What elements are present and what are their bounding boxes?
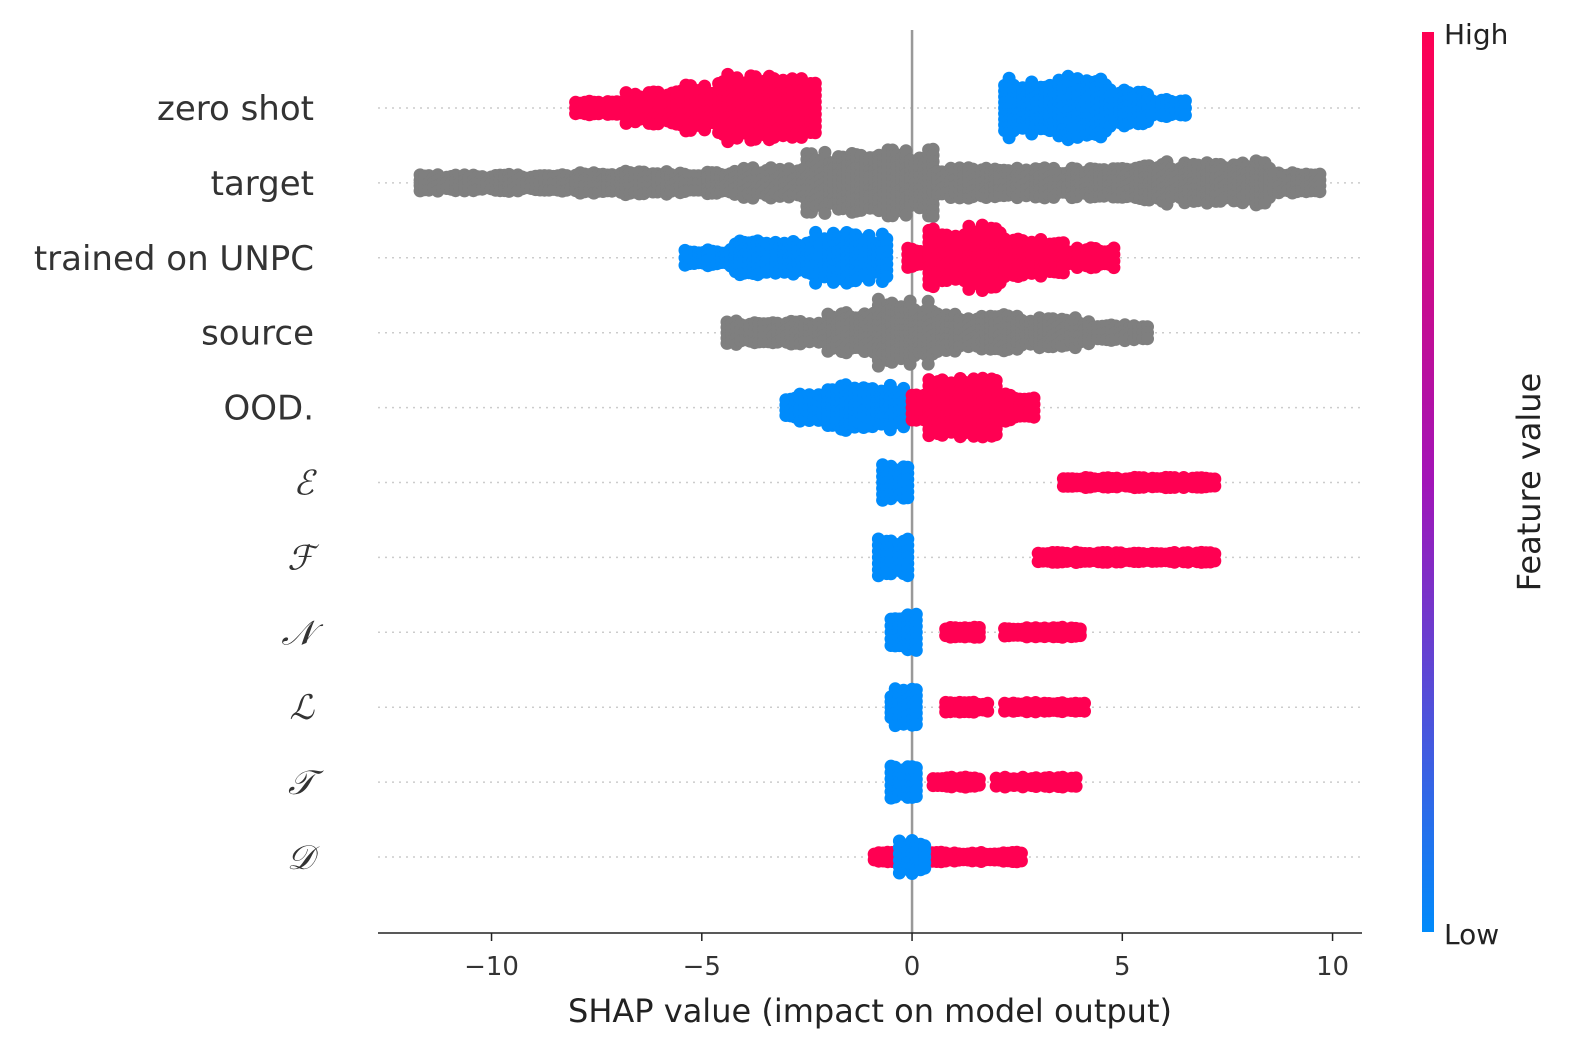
x-axis-ticks: −10 −5 0 5 10 [464, 933, 1349, 982]
shap-point [1069, 779, 1083, 793]
x-axis-title: SHAP value (impact on model output) [568, 992, 1172, 1030]
feature-label: OOD. [223, 389, 314, 429]
shap-point [1073, 629, 1087, 643]
shap-point [1107, 261, 1121, 275]
shap-point [1141, 332, 1154, 346]
colorbar-high-label: High [1444, 18, 1508, 51]
feature-label: 𝒟 [287, 838, 320, 878]
feature-label: ℒ [290, 688, 316, 728]
shap-point [909, 790, 923, 803]
shap-point [926, 210, 940, 223]
shap-point [901, 569, 915, 583]
x-tick-label: 10 [1316, 952, 1349, 982]
feature-label: zero shot [157, 89, 314, 129]
shap-points [413, 67, 1327, 880]
shap-point [1208, 479, 1222, 493]
shap-point [1014, 854, 1028, 868]
shap-point [901, 491, 915, 505]
x-tick-label: 0 [904, 952, 921, 982]
shap-point [921, 357, 935, 371]
shap-point [1178, 108, 1192, 122]
shap-point [880, 270, 894, 284]
feature-label: ℱ [287, 538, 320, 578]
feature-label: source [201, 314, 314, 354]
x-tick-label: 5 [1114, 952, 1131, 982]
shap-point [1208, 554, 1222, 568]
shap-point [981, 704, 995, 718]
colorbar-low-label: Low [1444, 918, 1499, 951]
feature-label: 𝒯 [288, 763, 324, 803]
feature-label: 𝒩 [281, 613, 324, 653]
feature-label: target [211, 164, 314, 204]
shap-point [972, 630, 986, 644]
shap-point [972, 778, 986, 792]
shap-point [909, 643, 923, 657]
x-tick-label: −5 [683, 952, 721, 982]
colorbar [1422, 32, 1434, 932]
shap-point [1078, 704, 1091, 718]
x-tick-label: −10 [464, 952, 519, 982]
feature-label: ℰ [293, 464, 317, 504]
shap-point [909, 718, 923, 732]
shap-point [989, 428, 1003, 442]
feature-label: trained on UNPC [34, 239, 314, 279]
shap-point [818, 206, 832, 220]
colorbar-title: Feature value [1510, 373, 1548, 592]
shap-point [808, 126, 822, 140]
shap-point [1027, 410, 1041, 424]
shap-point [918, 861, 932, 875]
feature-labels: zero shot target trained on UNPC source OOD.… [34, 89, 325, 878]
shap-point [1313, 185, 1327, 199]
